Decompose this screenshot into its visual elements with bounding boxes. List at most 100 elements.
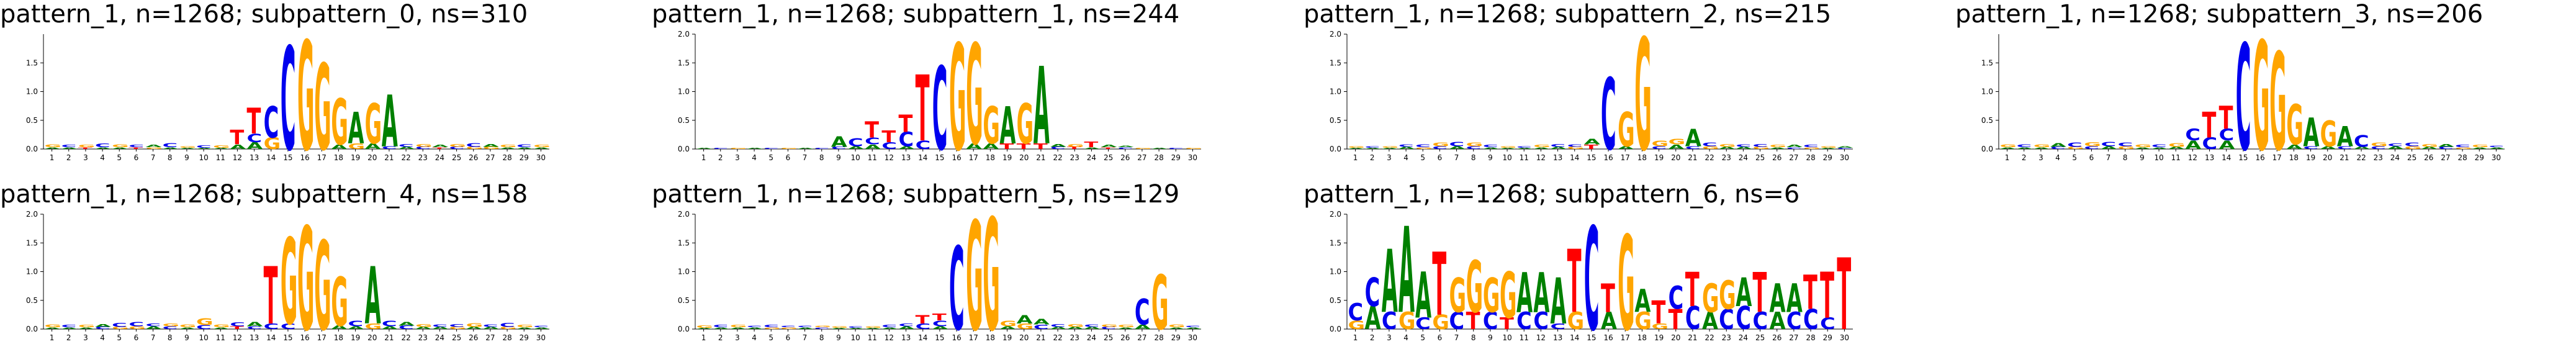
- logo-letter-c: C: [814, 327, 830, 329]
- x-tick-label: 22: [1053, 333, 1062, 342]
- panel-title: pattern_1, n=1268; subpattern_6, ns=6: [1304, 180, 1800, 209]
- logo-letter-a: A: [1382, 148, 1398, 150]
- x-tick-label: 11: [1520, 153, 1529, 162]
- logo-letter-c: C: [1398, 144, 1414, 148]
- logo-letter-g: G: [1770, 145, 1787, 148]
- x-tick-label: 23: [1070, 333, 1079, 342]
- x-tick-label: 26: [1772, 333, 1781, 342]
- logo-letter-g: G: [730, 325, 747, 328]
- logo-letter-a: A: [365, 250, 381, 342]
- logo-letter-t: T: [1466, 308, 1480, 335]
- x-tick-label: 6: [2089, 153, 2094, 162]
- sequence-logo-chart: 0.00.51.01.51 2 3 4 5 6 7 8 9 10 11 12 13 14 15 16 17 18 1…: [26, 10, 551, 185]
- logo-letter-g: G: [1533, 145, 1551, 148]
- x-tick-label: 23: [1070, 153, 1079, 162]
- x-tick-label: 19: [351, 333, 360, 342]
- x-tick-label: 7: [1454, 333, 1459, 342]
- x-tick-label: 15: [2238, 153, 2248, 162]
- x-tick-label: 24: [1739, 153, 1748, 162]
- logo-letter-a: A: [2017, 147, 2033, 149]
- logo-letter-c: C: [2185, 126, 2200, 145]
- logo-panel-3: pattern_1, n=1268; subpattern_3, ns=206 …: [1955, 0, 2576, 184]
- x-tick-label: 4: [100, 153, 105, 162]
- logo-letter-g: G: [1753, 146, 1770, 150]
- logo-letter-c: C: [899, 128, 914, 151]
- logo-letter-g: G: [983, 96, 1000, 156]
- x-tick-label: 30: [536, 153, 546, 162]
- x-tick-label: 5: [1420, 333, 1425, 342]
- logo-panel-0: pattern_1, n=1268; subpattern_0, ns=310 …: [0, 0, 633, 185]
- y-tick-label: 0.5: [26, 116, 38, 125]
- logo-letter-a: A: [61, 327, 78, 329]
- logo-letter-t: T: [1820, 260, 1834, 333]
- y-tick-label: 1.5: [678, 58, 690, 67]
- logo-letter-a: A: [213, 148, 230, 150]
- x-tick-label: 24: [1087, 333, 1096, 342]
- y-tick-label: 1.0: [26, 88, 38, 96]
- x-tick-label: 1: [701, 153, 706, 162]
- logo-letter-c: C: [1084, 324, 1099, 328]
- x-tick-label: 2: [718, 333, 723, 342]
- x-tick-label: 9: [184, 333, 189, 342]
- x-tick-label: 16: [1603, 333, 1613, 342]
- logo-letter-c: C: [196, 145, 212, 149]
- logo-letter-a: A: [2337, 122, 2353, 153]
- logo-letter-a: A: [146, 325, 162, 330]
- logo-letter-a: A: [747, 327, 763, 329]
- logo-letter-g: G: [1466, 246, 1484, 328]
- logo-letter-t: T: [865, 118, 879, 143]
- x-tick-label: 9: [836, 153, 841, 162]
- logo-letter-c: C: [1050, 323, 1066, 328]
- logo-letter-a: A: [1017, 313, 1033, 327]
- logo-letter-g: G: [196, 317, 214, 328]
- logo-letter-a: A: [1584, 137, 1600, 147]
- y-tick-label: 0.0: [26, 145, 38, 153]
- logo-letter-a: A: [95, 147, 112, 149]
- logo-letter-g: G: [415, 143, 433, 148]
- x-tick-label: 26: [469, 333, 478, 342]
- logo-letter-c: C: [747, 325, 762, 328]
- y-tick-label: 1.0: [26, 268, 38, 276]
- logo-letter-a: A: [348, 103, 364, 154]
- y-tick-label: 1.5: [1330, 238, 1341, 247]
- x-tick-label: 18: [986, 333, 995, 342]
- x-tick-label: 28: [502, 153, 511, 162]
- x-tick-label: 20: [367, 153, 377, 162]
- x-tick-label: 4: [1403, 333, 1408, 342]
- logo-letter-c: C: [2084, 145, 2099, 150]
- logo-letter-a: A: [831, 133, 848, 150]
- x-tick-label: 16: [952, 153, 961, 162]
- y-tick-label: 0.5: [1330, 116, 1341, 125]
- x-tick-label: 27: [1789, 153, 1798, 162]
- logo-letter-g: G: [314, 217, 331, 357]
- logo-letter-g: G: [865, 326, 882, 328]
- x-tick-label: 21: [1688, 333, 1697, 342]
- x-tick-label: 13: [2205, 153, 2214, 162]
- logo-letter-a: A: [2304, 110, 2320, 156]
- x-tick-label: 3: [2038, 153, 2043, 162]
- logo-letter-g: G: [966, 190, 983, 357]
- logo-letter-a: A: [747, 148, 763, 150]
- logo-letter-c: C: [2405, 142, 2420, 147]
- x-tick-label: 18: [1637, 333, 1647, 342]
- logo-letter-a: A: [213, 327, 230, 329]
- x-tick-label: 13: [901, 153, 911, 162]
- logo-letter-g: G: [466, 146, 484, 150]
- x-tick-label: 28: [1154, 153, 1163, 162]
- x-tick-label: 2: [718, 153, 723, 162]
- logo-letter-g: G: [466, 322, 484, 328]
- logo-letter-c: C: [2050, 146, 2066, 150]
- logo-letter-a: A: [1101, 145, 1118, 148]
- x-tick-label: 13: [250, 153, 259, 162]
- logo-letter-a: A: [61, 147, 78, 149]
- logo-letter-g: G: [297, 199, 315, 357]
- x-tick-label: 24: [1087, 153, 1096, 162]
- x-tick-label: 7: [151, 153, 156, 162]
- logo-letter-c: C: [1803, 305, 1819, 337]
- logo-letter-g: G: [2135, 143, 2152, 148]
- logo-letter-a: A: [500, 147, 516, 149]
- y-tick-label: 1.0: [1981, 88, 1993, 96]
- x-tick-label: 29: [1171, 333, 1181, 342]
- x-tick-label: 19: [1002, 153, 1012, 162]
- logo-letter-t: T: [247, 102, 261, 143]
